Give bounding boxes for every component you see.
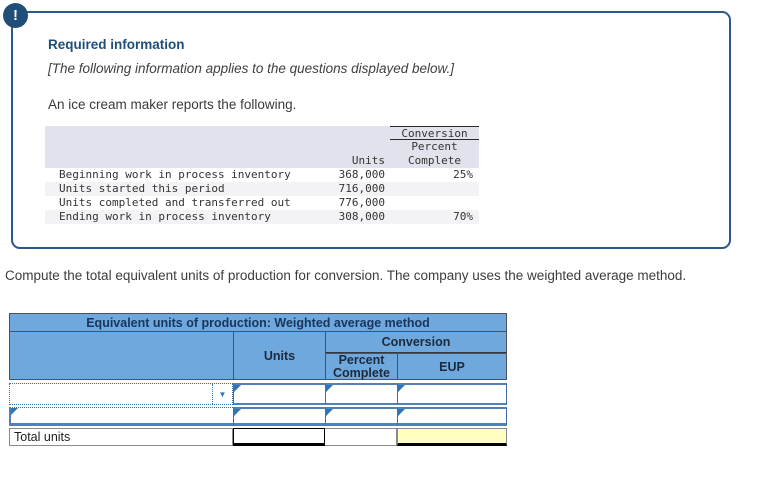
percent-line: Percent <box>338 352 385 367</box>
alert-exclamation-icon: ! <box>3 3 28 28</box>
source-data-table: Conversion Percent Units Complete Beginn… <box>45 126 479 224</box>
worksheet-title: Equivalent units of production: Weighted… <box>9 313 507 331</box>
total-units-value-cell[interactable] <box>233 428 325 446</box>
row-units: 776,000 <box>338 196 385 209</box>
scenario-intro: An ice cream maker reports the following… <box>48 97 297 112</box>
cell-marker-icon <box>326 409 333 416</box>
row2-label-input[interactable] <box>9 407 233 426</box>
row-units: 716,000 <box>338 182 385 195</box>
cell-marker-icon <box>234 385 241 392</box>
worksheet-header-percent-complete: Percent Complete <box>325 353 397 380</box>
row2-units-input[interactable] <box>233 407 325 426</box>
row-units: 368,000 <box>338 168 385 181</box>
dropdown-selected-value[interactable] <box>10 384 212 404</box>
source-row-beginning-wip: Beginning work in process inventory 368,… <box>45 168 479 182</box>
worksheet-header-blank-cell <box>9 331 233 380</box>
worksheet-header-units: Units <box>233 331 325 380</box>
applies-note: [The following information applies to th… <box>48 61 454 76</box>
row-percent: 25% <box>453 168 473 181</box>
dropdown-arrow-icon[interactable]: ▼ <box>212 384 232 404</box>
worksheet-header-conversion: Conversion <box>325 331 507 353</box>
row1-units-input[interactable] <box>233 383 325 405</box>
row-label: Beginning work in process inventory <box>59 168 291 181</box>
row-label: Units completed and transferred out <box>59 196 291 209</box>
source-header-conversion: Conversion <box>390 126 479 140</box>
worksheet-header-eup: EUP <box>397 353 507 380</box>
row2-percent-complete-input[interactable] <box>325 407 397 426</box>
source-row-completed-transferred: Units completed and transferred out 776,… <box>45 196 479 210</box>
row1-label-dropdown[interactable]: ▼ <box>9 383 233 405</box>
source-row-units-started: Units started this period 716,000 <box>45 182 479 196</box>
cell-marker-icon <box>398 385 405 392</box>
question-text: Compute the total equivalent units of pr… <box>5 268 687 283</box>
row-percent <box>390 182 479 196</box>
equivalent-units-worksheet: Equivalent units of production: Weighted… <box>9 313 507 446</box>
source-row-ending-wip: Ending work in process inventory 308,000… <box>45 210 479 224</box>
cell-marker-icon <box>11 408 18 415</box>
total-percent-cell <box>325 428 397 446</box>
source-header-units: Units <box>351 154 385 167</box>
cell-marker-icon <box>398 409 405 416</box>
row1-percent-complete-input[interactable] <box>325 383 397 405</box>
row-units: 308,000 <box>338 210 385 223</box>
row-percent: 70% <box>453 210 473 223</box>
total-units-label: Total units <box>9 428 233 446</box>
cell-marker-icon <box>326 385 333 392</box>
row2-eup-input[interactable] <box>397 407 507 426</box>
row-percent <box>390 196 479 210</box>
required-information-title: Required information <box>48 37 185 52</box>
source-header-percent: Percent <box>411 140 458 153</box>
row1-eup-input[interactable] <box>397 383 507 405</box>
total-eup-result-cell <box>397 428 507 446</box>
source-table-header: Conversion Percent Units Complete <box>45 126 479 168</box>
row-label: Ending work in process inventory <box>59 210 271 223</box>
complete-line: Complete <box>333 365 390 380</box>
source-header-complete: Complete <box>408 154 461 167</box>
row-label: Units started this period <box>59 182 225 195</box>
required-information-panel: Required information [The following info… <box>11 11 731 249</box>
cell-marker-icon <box>234 409 241 416</box>
